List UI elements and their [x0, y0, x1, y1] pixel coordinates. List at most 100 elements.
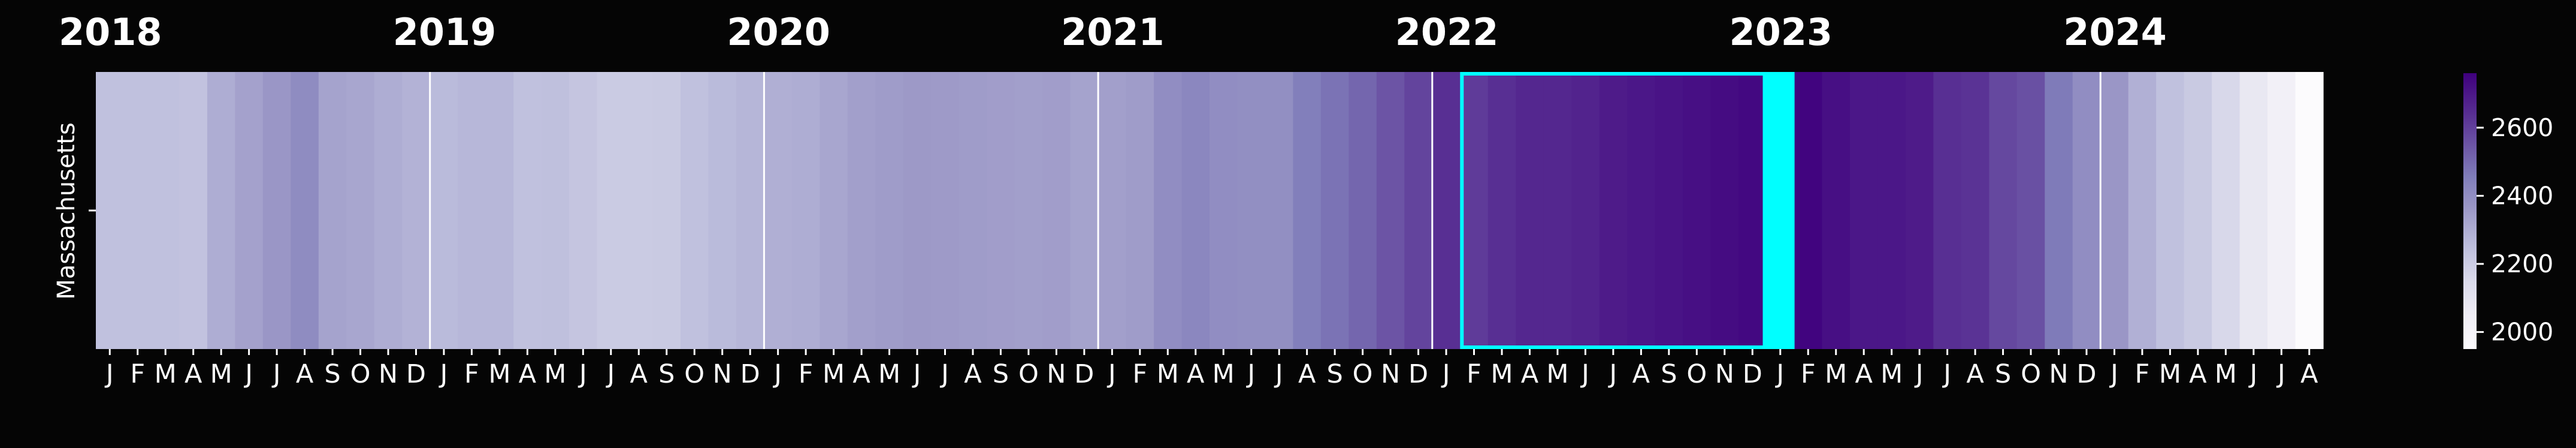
heatmap-cell — [625, 72, 654, 349]
heatmap-cell — [1989, 72, 2018, 349]
month-label: A — [2189, 359, 2207, 389]
heatmap-cell — [1739, 72, 1767, 349]
month-label: M — [1490, 359, 1513, 389]
heatmap-cell — [1683, 72, 1712, 349]
month-label: A — [630, 359, 648, 389]
heatmap-cell — [931, 72, 960, 349]
colorbar-tick-label: 2400 — [2491, 181, 2553, 210]
month-label: J — [939, 359, 949, 389]
month-label: J — [605, 359, 615, 389]
heatmap-cell — [2016, 72, 2045, 349]
month-label: J — [1245, 359, 1255, 389]
heatmap-cell — [1265, 72, 1294, 349]
month-label: S — [1326, 359, 1343, 389]
heatmap-cell — [1126, 72, 1154, 349]
heatmap-cell — [597, 72, 625, 349]
heatmap-cell — [207, 72, 235, 349]
heatmap-cell — [1404, 72, 1433, 349]
month-label: O — [350, 359, 371, 389]
heatmap-cell — [1014, 72, 1043, 349]
heatmap-cell — [959, 72, 987, 349]
heatmap-cell — [1599, 72, 1628, 349]
month-label: A — [1632, 359, 1650, 389]
month-label: A — [964, 359, 982, 389]
year-label: 2022 — [1395, 10, 1499, 54]
month-label: J — [1914, 359, 1924, 389]
month-label: J — [772, 359, 782, 389]
year-label: 2023 — [1730, 10, 1833, 54]
month-label: N — [2049, 359, 2068, 389]
heatmap-cell — [1487, 72, 1516, 349]
month-label: N — [1047, 359, 1066, 389]
month-label: D — [1408, 359, 1428, 389]
colorbar-gradient — [2463, 73, 2477, 349]
heatmap-cell — [1098, 72, 1127, 349]
month-label: A — [1966, 359, 1984, 389]
month-label: J — [1274, 359, 1283, 389]
month-label: M — [210, 359, 232, 389]
heatmap-cell — [262, 72, 291, 349]
heatmap-cell — [541, 72, 570, 349]
month-label: D — [2076, 359, 2096, 389]
month-label: S — [324, 359, 340, 389]
month-label: A — [1298, 359, 1316, 389]
month-label: A — [1187, 359, 1205, 389]
colorbar-tick-label: 2600 — [2491, 113, 2553, 142]
heatmap-cell — [1933, 72, 1962, 349]
heatmap-cell — [1905, 72, 1934, 349]
month-label: A — [185, 359, 202, 389]
heatmap-cell — [2267, 72, 2296, 349]
heatmap-cell — [1822, 72, 1851, 349]
month-label: J — [1441, 359, 1450, 389]
heatmap-cell — [1877, 72, 1906, 349]
month-label: F — [130, 359, 145, 389]
heatmap-cell — [2212, 72, 2241, 349]
year-labels: 2018 2019 2020 2021 2022 2023 2024 — [59, 10, 2167, 54]
month-label: A — [1855, 359, 1873, 389]
month-label: J — [2276, 359, 2285, 389]
month-label: F — [2135, 359, 2150, 389]
heatmap-cell — [2184, 72, 2212, 349]
month-label: O — [684, 359, 705, 389]
month-label: J — [1608, 359, 1617, 389]
heatmap-cell — [1042, 72, 1071, 349]
month-label: A — [296, 359, 314, 389]
heatmap-cell — [1849, 72, 1879, 349]
month-label: F — [464, 359, 479, 389]
heatmap-cell — [1627, 72, 1656, 349]
row-label-massachusetts: Massachusetts — [53, 122, 80, 300]
month-label: S — [1995, 359, 2011, 389]
heatmap-cell — [2100, 72, 2129, 349]
year-label: 2020 — [727, 10, 830, 54]
month-label: M — [1546, 359, 1568, 389]
month-label: J — [2248, 359, 2257, 389]
month-label: M — [155, 359, 177, 389]
month-label: D — [1074, 359, 1094, 389]
heatmap-cell — [903, 72, 932, 349]
heatmap-cell — [2128, 72, 2157, 349]
month-label: J — [243, 359, 253, 389]
heatmap-cell — [875, 72, 904, 349]
month-label: D — [406, 359, 426, 389]
month-label: N — [713, 359, 732, 389]
heatmap-cell — [235, 72, 264, 349]
month-label: J — [578, 359, 587, 389]
month-label: J — [1774, 359, 1784, 389]
highlight-box — [1460, 72, 1767, 349]
heatmap-cell — [346, 72, 375, 349]
month-label: F — [1132, 359, 1147, 389]
heatmap-cell — [1710, 72, 1739, 349]
heatmap-cell — [1961, 72, 1990, 349]
month-label: J — [912, 359, 921, 389]
heatmap-cell — [318, 72, 347, 349]
heatmap-cell — [1376, 72, 1405, 349]
year-label: 2018 — [59, 10, 162, 54]
month-label: A — [852, 359, 870, 389]
heatmap-cell — [402, 72, 431, 349]
month-label: N — [379, 359, 398, 389]
month-label: O — [1353, 359, 1373, 389]
heatmap-cell — [2072, 72, 2101, 349]
month-label: A — [2300, 359, 2318, 389]
row-axis: Massachusetts — [53, 122, 96, 300]
